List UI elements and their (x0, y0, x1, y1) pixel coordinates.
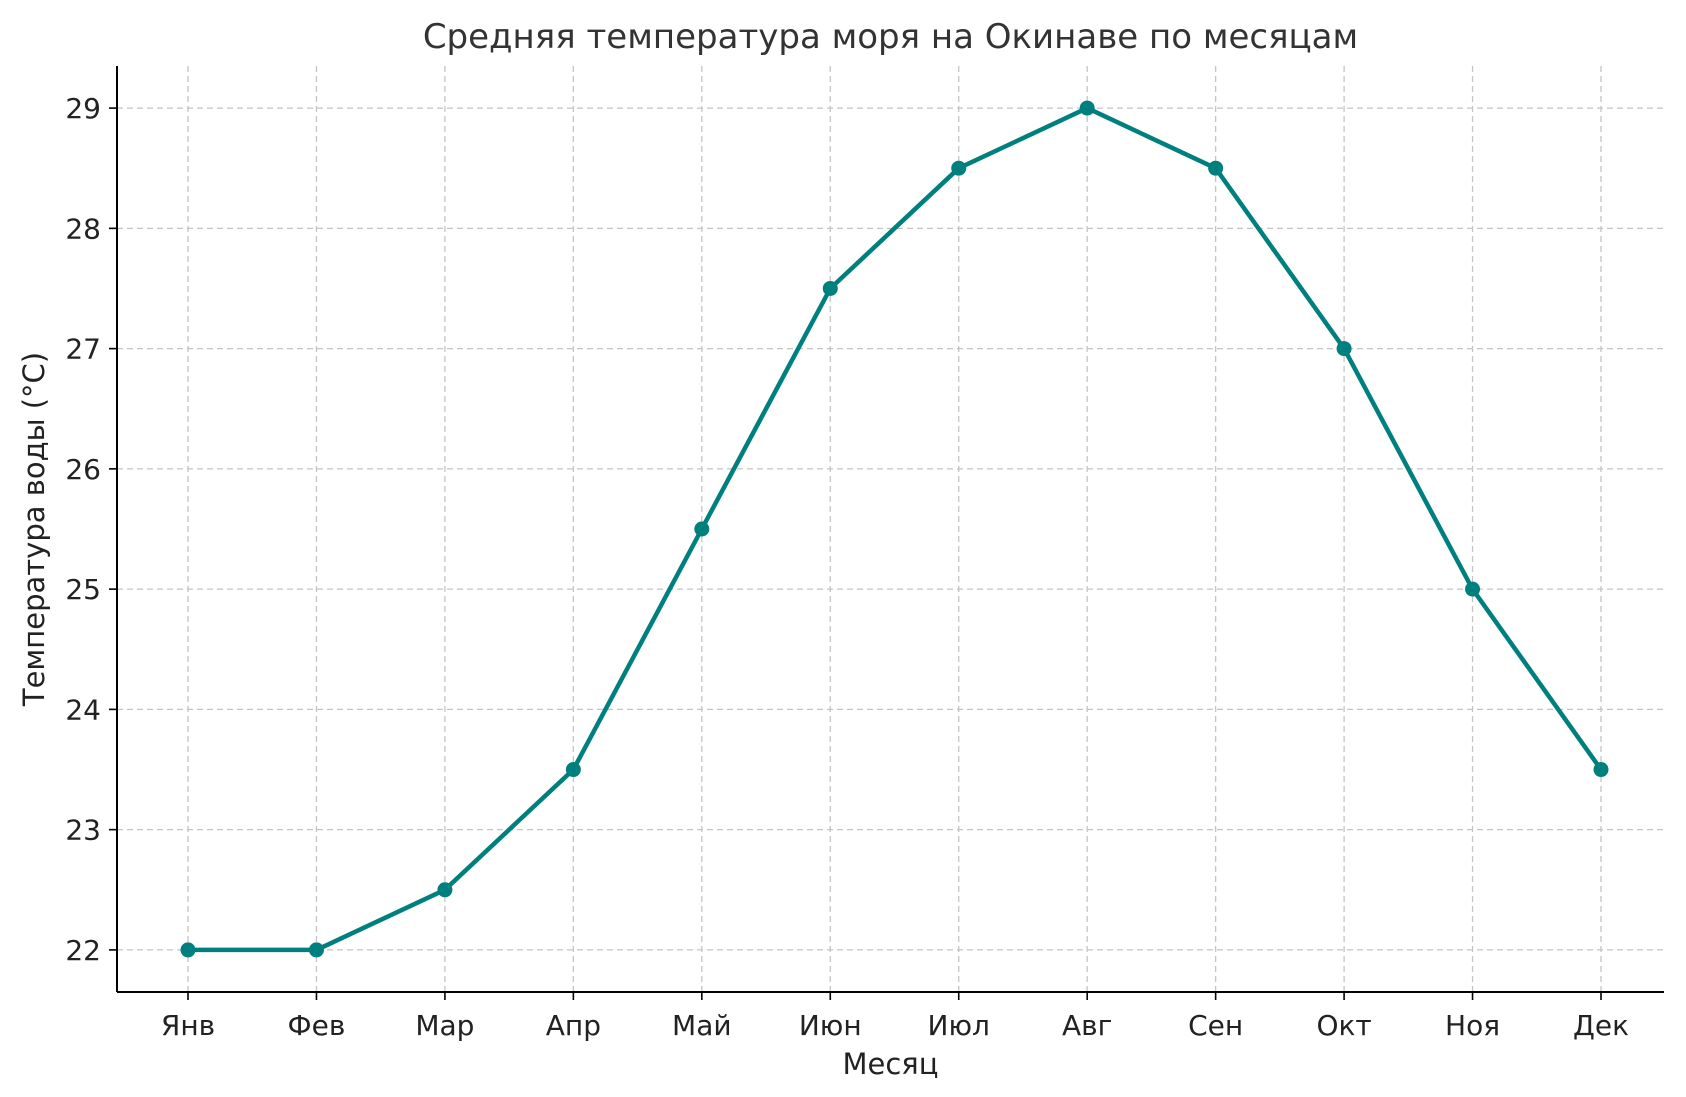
y-tick-label: 23 (65, 814, 101, 847)
data-point (180, 942, 196, 958)
y-tick-label: 25 (65, 573, 101, 606)
y-ticks: 22 23 24 25 26 27 28 29 (65, 92, 117, 967)
data-point (565, 762, 581, 778)
x-tick-label: Мар (415, 1009, 474, 1042)
x-ticks: Янв Фев Мар Апр Май Июн Июл Авг Сен Окт Ноя Дек (161, 992, 1629, 1042)
x-tick-label: Фев (288, 1009, 346, 1042)
x-tick-label: Сен (1188, 1009, 1243, 1042)
y-tick-label: 22 (65, 934, 101, 967)
data-point (1079, 100, 1095, 116)
data-point (1336, 341, 1352, 357)
data-point (822, 280, 838, 296)
data-point (308, 942, 324, 958)
grid (117, 66, 1664, 992)
y-axis-label: Температура воды (°C) (17, 352, 51, 707)
x-tick-label: Апр (546, 1009, 601, 1042)
data-point (437, 882, 453, 898)
x-tick-label: Май (672, 1009, 732, 1042)
data-point (1208, 160, 1224, 176)
data-point (1593, 762, 1609, 778)
x-tick-label: Июн (799, 1009, 862, 1042)
x-tick-label: Окт (1316, 1009, 1371, 1042)
y-tick-label: 29 (65, 92, 101, 125)
x-tick-label: Дек (1573, 1009, 1629, 1042)
y-tick-label: 24 (65, 693, 101, 726)
axes (116, 66, 1664, 993)
x-tick-label: Ноя (1445, 1009, 1500, 1042)
y-tick-label: 26 (65, 453, 101, 486)
series-line (185, 105, 1604, 953)
y-tick-label: 27 (65, 333, 101, 366)
data-point (951, 160, 967, 176)
data-point (694, 521, 710, 537)
chart-title: Средняя температура моря на Окинаве по м… (423, 17, 1358, 57)
series (180, 100, 1609, 958)
x-tick-label: Июл (928, 1009, 990, 1042)
x-tick-label: Авг (1062, 1009, 1112, 1042)
x-tick-label: Янв (161, 1009, 215, 1042)
data-point (1465, 581, 1481, 597)
x-axis-label: Месяц (843, 1047, 939, 1081)
y-tick-label: 28 (65, 212, 101, 245)
